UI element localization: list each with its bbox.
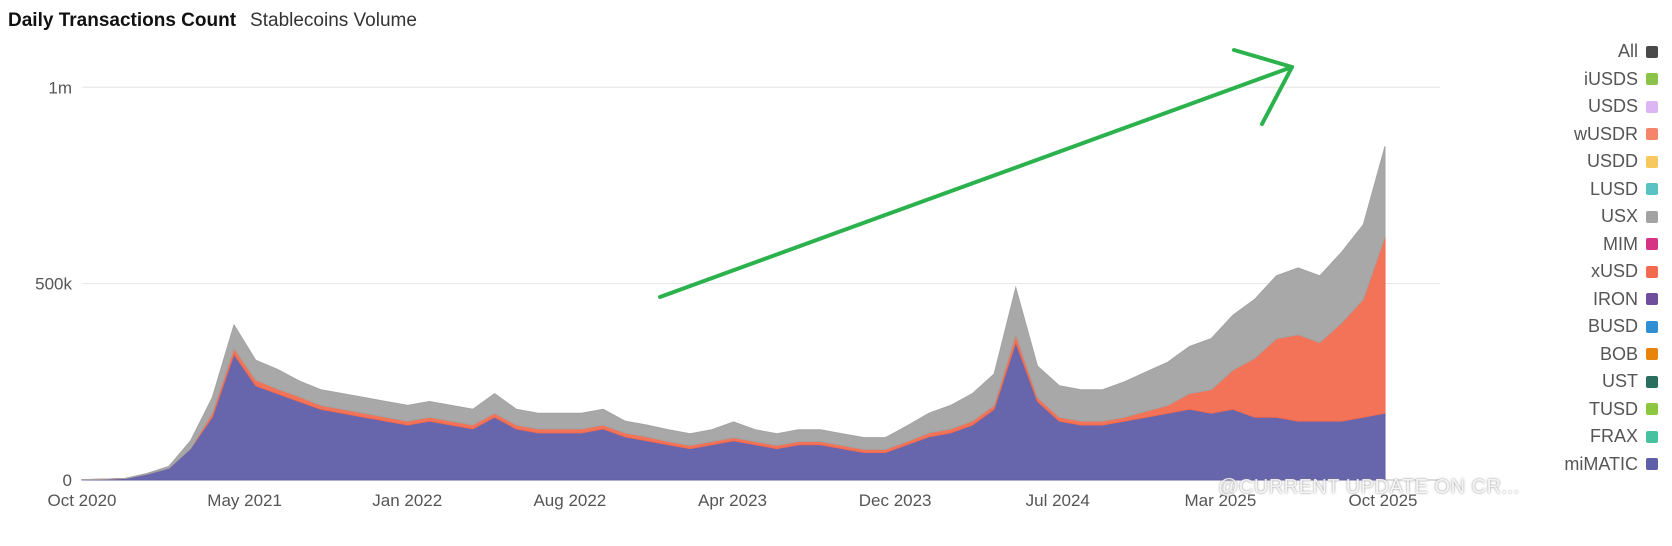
tab-daily-transactions-count[interactable]: Daily Transactions Count	[8, 10, 237, 31]
legend-item-xusd[interactable]: xUSD	[1518, 258, 1658, 286]
legend-label: LUSD	[1589, 178, 1638, 199]
legend-label: UST	[1602, 371, 1638, 392]
legend-item-frax[interactable]: FRAX	[1518, 423, 1658, 451]
legend-item-ust[interactable]: UST	[1518, 368, 1658, 396]
legend-swatch	[1646, 128, 1658, 141]
legend-item-all[interactable]: All	[1518, 38, 1658, 66]
legend-item-usds[interactable]: USDS	[1518, 93, 1658, 121]
legend-item-mim[interactable]: MIM	[1518, 231, 1658, 259]
legend-swatch	[1646, 375, 1658, 388]
trend-arrow-shaft	[658, 65, 1294, 299]
legend-item-usx[interactable]: USX	[1518, 203, 1658, 231]
legend-item-lusd[interactable]: LUSD	[1518, 176, 1658, 204]
y-tick-label: 0	[63, 471, 72, 490]
legend-swatch	[1646, 320, 1658, 333]
legend-label: USDD	[1586, 151, 1638, 172]
y-tick-label: 500k	[35, 275, 72, 294]
x-tick-label: May 2021	[207, 491, 282, 510]
x-tick-label: Jan 2022	[372, 491, 442, 510]
x-tick-label: Mar 2025	[1184, 491, 1256, 510]
area-series-usx	[81, 146, 1386, 481]
legend-swatch	[1646, 155, 1658, 168]
legend-label: miMATIC	[1564, 453, 1638, 474]
trend-arrow-head	[1232, 48, 1294, 126]
legend-item-iron[interactable]: IRON	[1518, 286, 1658, 314]
legend-swatch	[1646, 458, 1658, 471]
chart-legend: All iUSDS USDS wUSDR USDD LUSD USX MIM xUSD IRON B…	[1518, 38, 1658, 478]
legend-swatch	[1646, 100, 1658, 113]
legend-swatch	[1646, 45, 1658, 58]
legend-swatch	[1646, 265, 1658, 278]
legend-item-iusds[interactable]: iUSDS	[1518, 66, 1658, 94]
x-tick-label: Aug 2022	[533, 491, 606, 510]
legend-item-tusd[interactable]: TUSD	[1518, 396, 1658, 424]
legend-item-usdd[interactable]: USDD	[1518, 148, 1658, 176]
x-tick-label: Apr 2023	[698, 491, 767, 510]
legend-swatch	[1646, 348, 1658, 361]
y-tick-label: 1m	[48, 78, 72, 97]
legend-swatch	[1646, 430, 1658, 443]
legend-label: IRON	[1593, 288, 1638, 309]
y-axis: 0 500k 1m	[35, 78, 72, 490]
legend-swatch	[1646, 73, 1658, 86]
legend-label: All	[1617, 41, 1638, 62]
series-areas	[81, 146, 1386, 481]
legend-label: FRAX	[1589, 426, 1638, 447]
legend-label: TUSD	[1589, 398, 1638, 419]
legend-swatch	[1646, 183, 1658, 196]
x-tick-label: Dec 2023	[859, 491, 932, 510]
x-tick-label: Jul 2024	[1026, 491, 1090, 510]
watermark: @CURRENT UPDATE ON CR...	[1218, 476, 1520, 498]
legend-label: USX	[1600, 206, 1638, 227]
legend-label: wUSDR	[1573, 123, 1638, 144]
legend-label: MIM	[1603, 233, 1638, 254]
legend-swatch	[1646, 293, 1658, 306]
legend-swatch	[1646, 210, 1658, 223]
legend-item-busd[interactable]: BUSD	[1518, 313, 1658, 341]
legend-item-bob[interactable]: BOB	[1518, 341, 1658, 369]
legend-swatch	[1646, 238, 1658, 251]
x-axis: Oct 2020 May 2021 Jan 2022 Aug 2022 Apr 2023…	[48, 491, 1418, 510]
x-tick-label: Oct 2020	[48, 491, 117, 510]
legend-label: BUSD	[1587, 316, 1638, 337]
legend-label: USDS	[1587, 96, 1638, 117]
x-tick-label: Oct 2025	[1349, 491, 1418, 510]
legend-item-mimatic[interactable]: miMATIC	[1518, 451, 1658, 479]
legend-swatch	[1646, 403, 1658, 416]
legend-label: xUSD	[1590, 261, 1638, 282]
chart-tabs: Daily Transactions Count Stablecoins Vol…	[8, 8, 431, 34]
tab-stablecoins-volume[interactable]: Stablecoins Volume	[250, 10, 417, 31]
legend-item-wusdr[interactable]: wUSDR	[1518, 121, 1658, 149]
legend-label: BOB	[1599, 343, 1638, 364]
trend-arrow	[658, 48, 1294, 299]
legend-label: iUSDS	[1583, 68, 1638, 89]
